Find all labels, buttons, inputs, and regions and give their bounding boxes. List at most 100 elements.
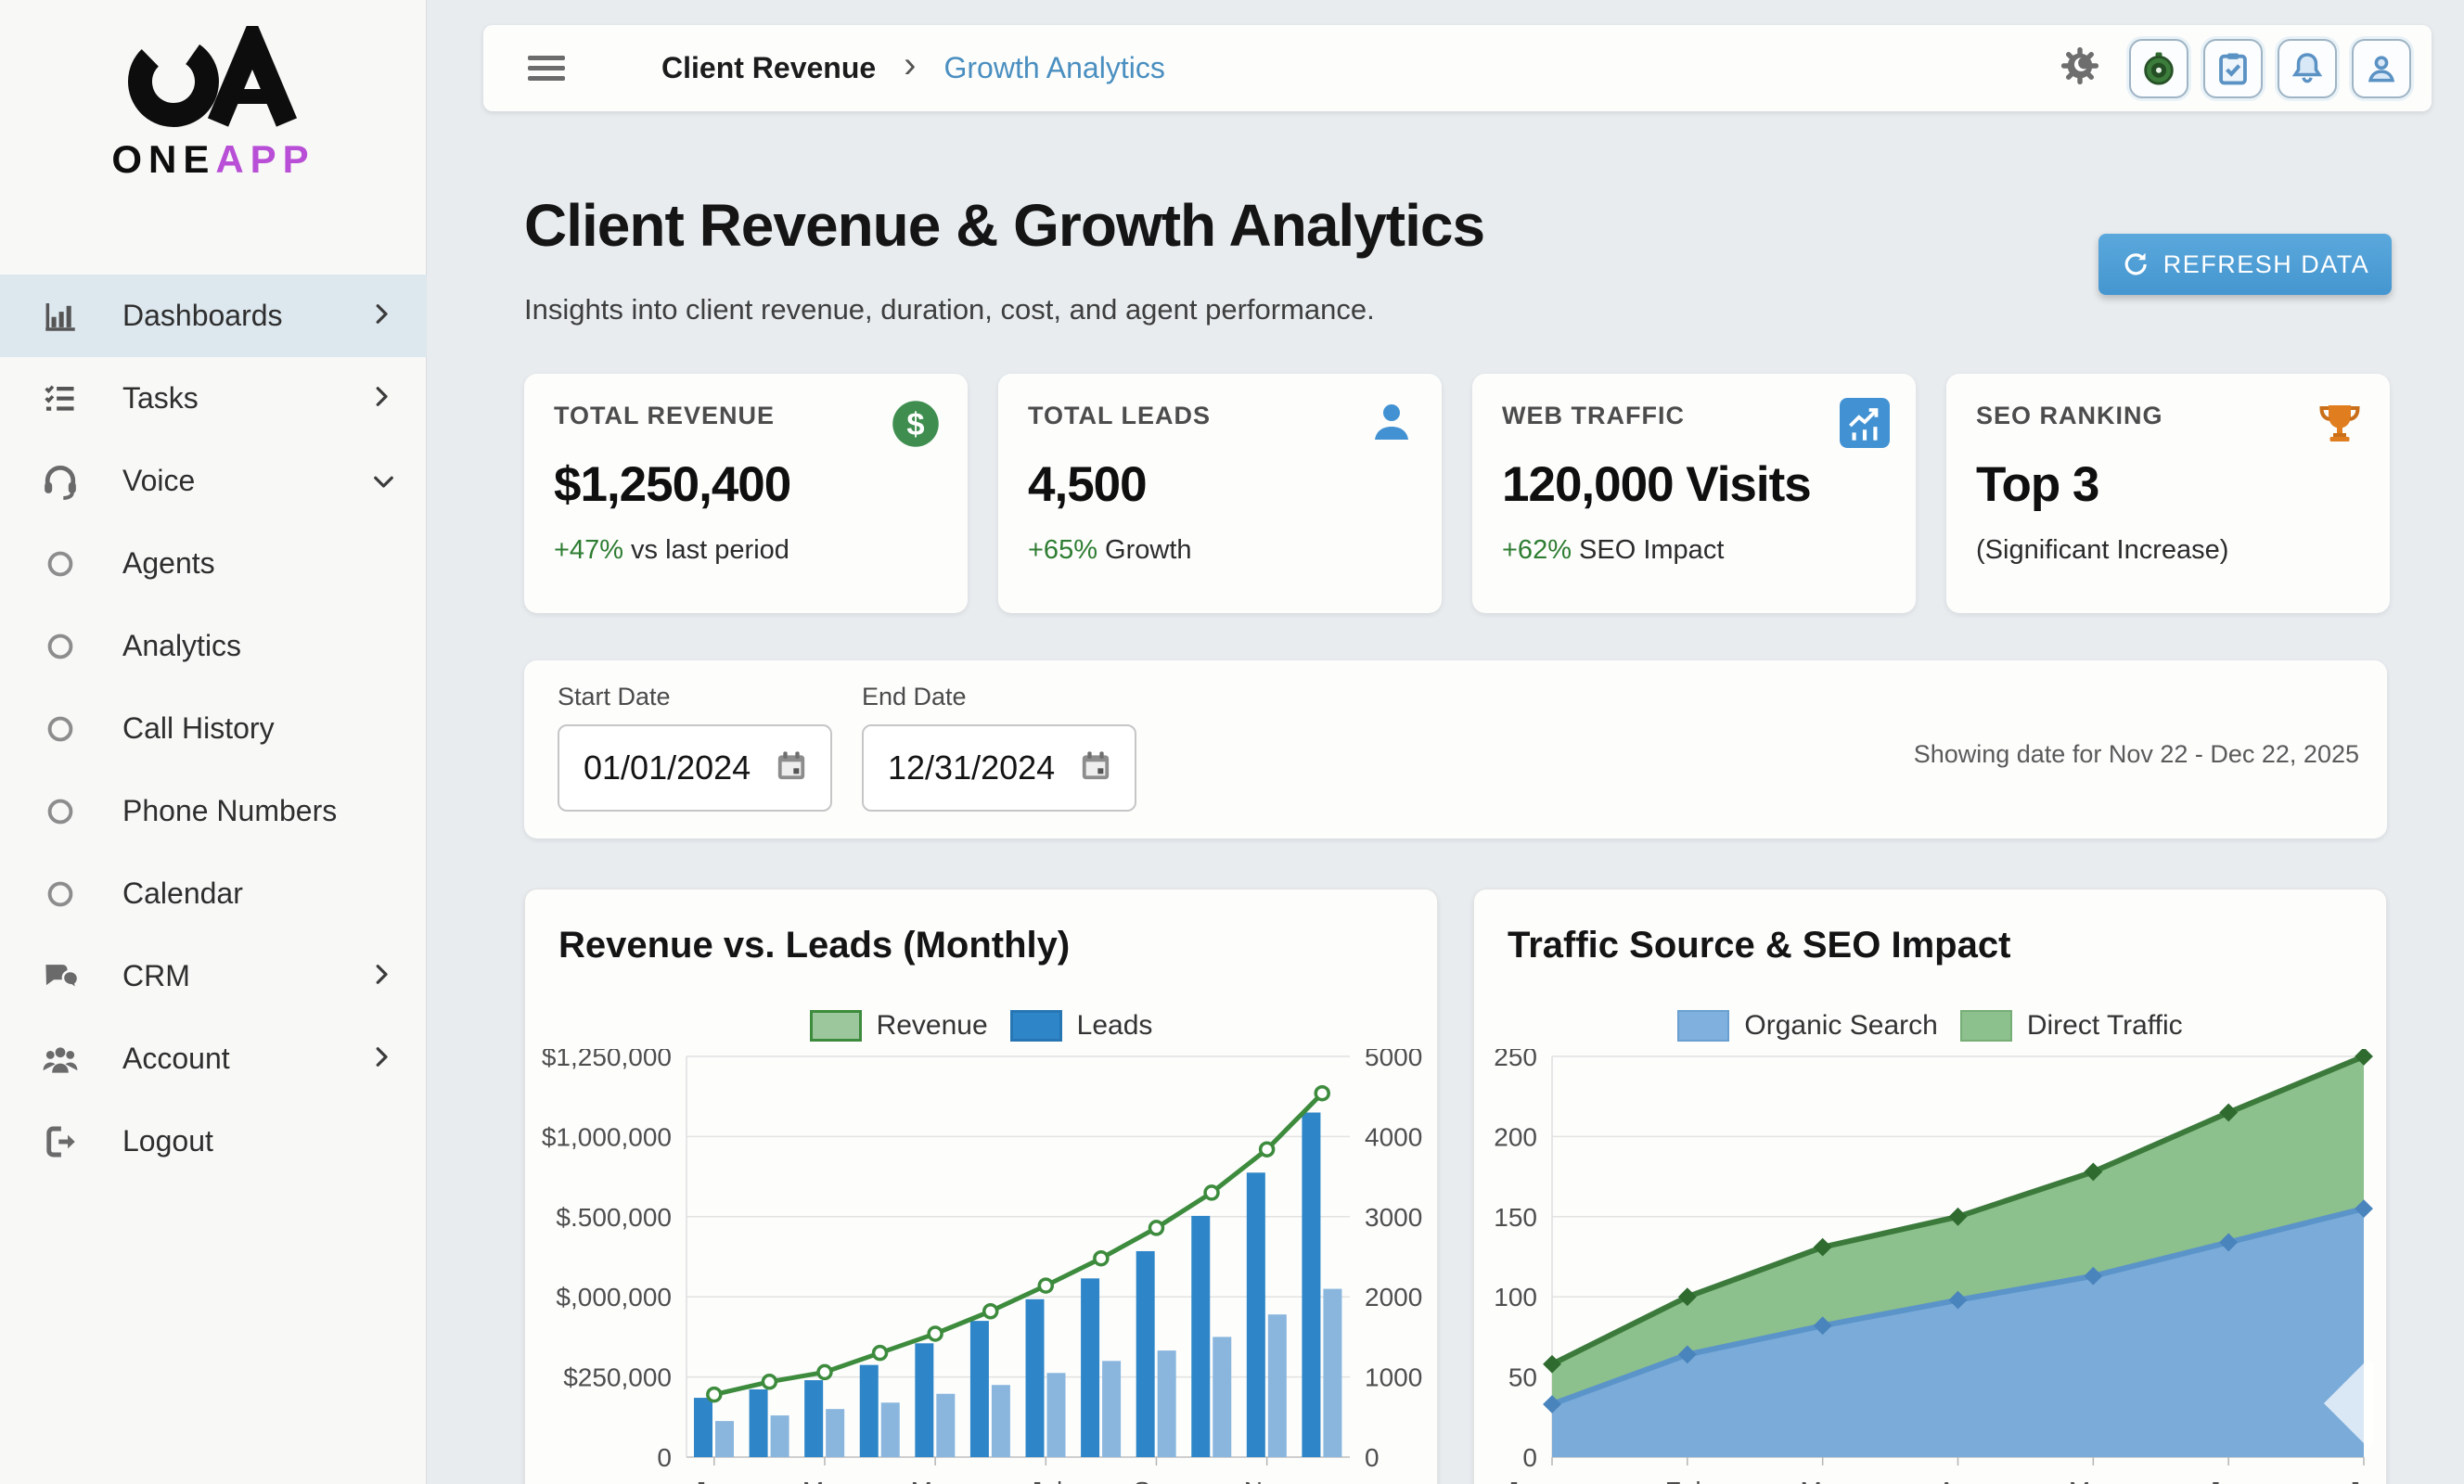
svg-text:$,000,000: $,000,000: [556, 1283, 672, 1311]
sidebar-item-analytics[interactable]: Analytics: [0, 605, 427, 687]
legend-item-direct-traffic: Direct Traffic: [1959, 1010, 2183, 1042]
start-date-group: Start Date 01/01/2024: [558, 683, 832, 812]
stat-card-total-revenue: TOTAL REVENUE $ $1,250,400 +47% vs last …: [524, 374, 968, 613]
revenue-leads-chart-svg: $1,250,000 5000 $1,000,000 4000 $.500,000 300…: [542, 1049, 1422, 1484]
stat-value: 120,000 Visits: [1502, 457, 1812, 512]
revenue-leads-chart-card: Revenue vs. Leads (Monthly) Revenue Lead…: [524, 889, 1438, 1484]
person-icon: [1367, 398, 1416, 451]
stat-card-seo-ranking: SEO RANKING Top 3 (Significant Increase): [1946, 374, 2390, 613]
start-date-input[interactable]: 01/01/2024: [558, 724, 832, 812]
profile-button[interactable]: [2352, 38, 2411, 98]
svg-text:1000: 1000: [1365, 1363, 1422, 1392]
svg-text:$: $: [906, 407, 924, 442]
svg-text:May: May: [2069, 1477, 2118, 1484]
checklist-icon: [39, 377, 82, 420]
traffic-seo-chart-card: Traffic Source & SEO Impact Organic Sear…: [1473, 889, 2387, 1484]
sidebar-item-label: Agents: [122, 546, 215, 580]
breadcrumb: Client Revenue › Growth Analytics: [661, 46, 1165, 85]
traffic-seo-chart-svg: 250 200 150 100 50 0 January Feb Mar Apr May Jun Jul: [1494, 1049, 2374, 1484]
users-group-icon: [39, 1038, 82, 1081]
topbar-actions: [2057, 38, 2411, 98]
sidebar-item-label: Tasks: [122, 381, 199, 415]
trophy-icon: [2316, 398, 2364, 454]
dollar-icon: $: [890, 398, 942, 454]
stat-card-web-traffic: WEB TRAFFIC 120,000 Visits +62% SEO Impa…: [1472, 374, 1916, 613]
svg-text:$1,000,000: $1,000,000: [542, 1122, 672, 1151]
svg-text:50: 50: [1508, 1363, 1537, 1392]
chevron-right-icon: [367, 960, 395, 992]
svg-text:4000: 4000: [1365, 1122, 1422, 1151]
refresh-data-button[interactable]: REFRESH DATA: [2098, 234, 2392, 295]
end-date-group: End Date 12/31/2024: [862, 683, 1136, 812]
revenue-swatch: [809, 1010, 862, 1042]
sidebar: ONEAPP Dashboards Tasks Voice Agents: [0, 0, 427, 1484]
sidebar-item-crm[interactable]: CRM: [0, 935, 427, 1017]
chevron-right-icon: [367, 382, 395, 415]
sidebar-item-label: Voice: [122, 464, 196, 497]
sidebar-item-call-history[interactable]: Call History: [0, 687, 427, 770]
breadcrumb-growth-analytics[interactable]: Growth Analytics: [943, 51, 1165, 84]
clipboard-check-button[interactable]: [2203, 38, 2263, 98]
calendar-icon[interactable]: [773, 746, 810, 791]
hamburger-menu-icon[interactable]: [528, 50, 565, 86]
sidebar-item-phone-numbers[interactable]: Phone Numbers: [0, 770, 427, 852]
svg-text:Nov: Nov: [1244, 1477, 1290, 1484]
start-date-value: 01/01/2024: [584, 748, 751, 787]
legend-item-organic-search: Organic Search: [1677, 1010, 1938, 1042]
stat-value: 4,500: [1028, 457, 1148, 512]
sidebar-item-label: Account: [122, 1042, 230, 1075]
svg-text:Jan: Jan: [693, 1477, 735, 1484]
breadcrumb-client-revenue[interactable]: Client Revenue: [661, 51, 877, 84]
showing-date-range-text: Showing date for Nov 22 - Dec 22, 2025: [1913, 740, 2359, 768]
chart-legend: Revenue Leads: [525, 1010, 1437, 1042]
stat-label: TOTAL LEADS: [1028, 402, 1212, 429]
svg-text:2000: 2000: [1365, 1283, 1422, 1311]
stat-label: SEO RANKING: [1976, 402, 2163, 429]
stat-label: TOTAL REVENUE: [554, 402, 776, 429]
sidebar-item-tasks[interactable]: Tasks: [0, 357, 427, 440]
sidebar-item-label: Call History: [122, 711, 275, 745]
sidebar-item-calendar[interactable]: Calendar: [0, 852, 427, 935]
svg-text:250: 250: [1494, 1049, 1537, 1071]
legend-item-revenue: Revenue: [809, 1010, 988, 1042]
svg-text:$.500,000: $.500,000: [556, 1203, 672, 1232]
radio-circle-icon: [39, 708, 82, 750]
chart-legend: Organic Search Direct Traffic: [1474, 1010, 2386, 1042]
svg-text:Mar: Mar: [1801, 1477, 1845, 1484]
sidebar-item-label: Logout: [122, 1124, 213, 1158]
traffic-chart-icon: [1840, 398, 1890, 453]
sidebar-item-label: Dashboards: [122, 299, 283, 332]
sidebar-item-account[interactable]: Account: [0, 1017, 427, 1100]
leads-swatch: [1009, 1010, 1062, 1042]
organic-search-swatch: [1677, 1010, 1730, 1042]
legend-item-leads: Leads: [1009, 1010, 1152, 1042]
svg-text:0: 0: [1522, 1443, 1537, 1472]
calendar-icon[interactable]: [1077, 746, 1114, 791]
end-date-value: 12/31/2024: [888, 748, 1056, 787]
headset-icon: [39, 460, 82, 503]
stat-value: Top 3: [1976, 457, 2099, 512]
page-subtitle: Insights into client revenue, duration, …: [524, 293, 1375, 326]
logo-oa-icon: [128, 26, 298, 127]
svg-text:January: January: [1506, 1477, 1598, 1484]
sidebar-item-dashboards[interactable]: Dashboards: [0, 275, 427, 357]
radio-circle-icon: [39, 543, 82, 585]
start-date-label: Start Date: [558, 683, 671, 710]
stat-card-total-leads: TOTAL LEADS 4,500 +65% Growth: [998, 374, 1442, 613]
chevron-down-icon: [366, 467, 398, 495]
end-date-label: End Date: [862, 683, 967, 710]
radio-circle-icon: [39, 625, 82, 668]
sidebar-item-voice[interactable]: Voice: [0, 440, 427, 522]
stat-value: $1,250,400: [554, 457, 791, 512]
logout-icon: [39, 1120, 82, 1163]
stat-delta: +62% SEO Impact: [1502, 535, 1725, 565]
radio-circle-icon: [39, 873, 82, 915]
topbar: Client Revenue › Growth Analytics: [483, 25, 2432, 111]
logo-text: ONEAPP: [111, 137, 315, 181]
theme-gear-icon[interactable]: [2057, 43, 2103, 94]
sidebar-item-logout[interactable]: Logout: [0, 1100, 427, 1183]
notifications-bell-button[interactable]: [2278, 38, 2337, 98]
timer-button[interactable]: [2129, 38, 2188, 98]
sidebar-item-agents[interactable]: Agents: [0, 522, 427, 605]
end-date-input[interactable]: 12/31/2024: [862, 724, 1136, 812]
